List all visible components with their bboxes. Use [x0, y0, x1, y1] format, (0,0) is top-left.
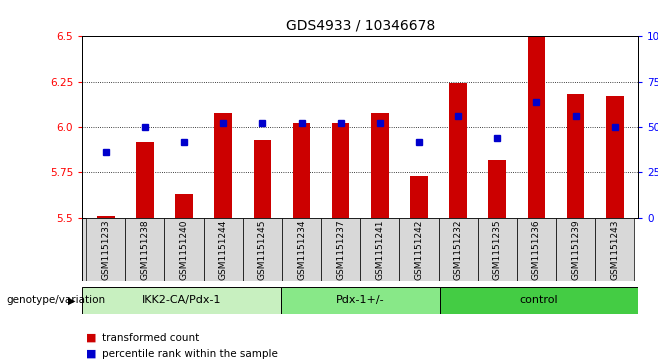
Text: GSM1151236: GSM1151236 — [532, 219, 541, 280]
Bar — [282, 218, 321, 281]
Bar — [371, 113, 389, 218]
Bar — [478, 218, 517, 281]
Text: transformed count: transformed count — [102, 333, 199, 343]
Bar — [125, 218, 164, 281]
Bar — [556, 218, 595, 281]
Text: GSM1151240: GSM1151240 — [180, 219, 189, 280]
Text: GSM1151243: GSM1151243 — [610, 219, 619, 280]
Bar — [253, 140, 271, 218]
Text: GSM1151234: GSM1151234 — [297, 219, 306, 280]
Bar — [517, 218, 556, 281]
Bar — [164, 218, 203, 281]
Bar — [528, 36, 545, 218]
Bar — [399, 218, 439, 281]
Text: ■: ■ — [86, 333, 96, 343]
Bar — [293, 123, 311, 218]
Bar — [440, 287, 638, 314]
Bar — [82, 287, 281, 314]
Bar — [410, 176, 428, 218]
Bar — [215, 113, 232, 218]
Bar — [281, 287, 440, 314]
Text: ■: ■ — [86, 349, 96, 359]
Text: GSM1151241: GSM1151241 — [375, 219, 384, 280]
Bar — [361, 218, 399, 281]
Bar — [449, 83, 467, 218]
Bar — [595, 218, 634, 281]
Bar — [86, 218, 125, 281]
Bar — [97, 216, 114, 218]
Text: Pdx-1+/-: Pdx-1+/- — [336, 295, 384, 305]
Text: ▶: ▶ — [68, 295, 76, 305]
Bar — [606, 96, 624, 218]
Text: GSM1151233: GSM1151233 — [101, 219, 111, 280]
Bar — [567, 94, 584, 218]
Bar — [203, 218, 243, 281]
Bar — [175, 194, 193, 218]
Text: GSM1151237: GSM1151237 — [336, 219, 345, 280]
Text: GSM1151244: GSM1151244 — [218, 219, 228, 280]
Text: percentile rank within the sample: percentile rank within the sample — [102, 349, 278, 359]
Bar — [332, 123, 349, 218]
Text: genotype/variation: genotype/variation — [7, 295, 106, 305]
Bar — [321, 218, 361, 281]
Title: GDS4933 / 10346678: GDS4933 / 10346678 — [286, 19, 435, 32]
Text: GSM1151232: GSM1151232 — [453, 219, 463, 280]
Text: GSM1151239: GSM1151239 — [571, 219, 580, 280]
Text: control: control — [520, 295, 558, 305]
Text: GSM1151242: GSM1151242 — [415, 219, 424, 280]
Text: GSM1151245: GSM1151245 — [258, 219, 267, 280]
Bar — [243, 218, 282, 281]
Bar — [488, 160, 506, 218]
Text: GSM1151235: GSM1151235 — [493, 219, 502, 280]
Text: IKK2-CA/Pdx-1: IKK2-CA/Pdx-1 — [141, 295, 221, 305]
Bar — [136, 142, 154, 218]
Text: GSM1151238: GSM1151238 — [140, 219, 149, 280]
Bar — [439, 218, 478, 281]
